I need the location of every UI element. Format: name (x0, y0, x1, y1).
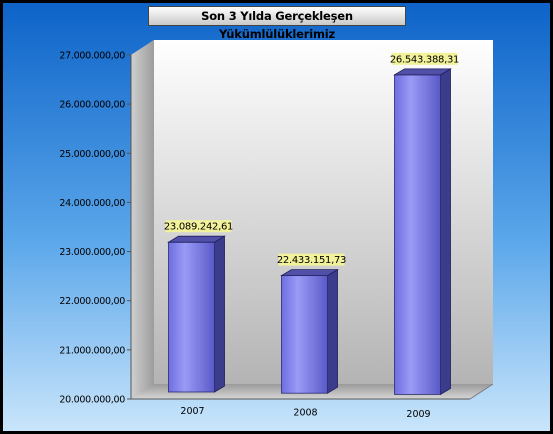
y-tick-label: 25.000.000,00 (59, 149, 125, 160)
y-tick-label: 24.000.000,00 (59, 198, 125, 209)
bar-side-2009 (440, 68, 451, 396)
x-tick-label: 2007 (180, 406, 204, 417)
y-tick-label: 26.000.000,00 (59, 100, 125, 111)
x-tick-label: 2009 (406, 409, 430, 420)
bar-top-2008 (280, 269, 339, 277)
bar-2008 (281, 275, 328, 394)
floor-right-edge (469, 383, 494, 400)
data-labels: 23.089.242,61 22.433.151,73 26.543.388,31 (164, 52, 459, 266)
y-tick-label: 21.000.000,00 (59, 345, 125, 356)
bar-2009 (394, 74, 441, 395)
left-wall (131, 40, 154, 399)
bar-2007 (168, 241, 215, 393)
bar-side-2007 (214, 235, 225, 393)
y-tick-label: 23.000.000,00 (59, 247, 125, 258)
data-label: 23.089.242,61 (164, 222, 233, 233)
data-label-bg (165, 220, 232, 233)
y-axis-ticks: 20.000.000,00 21.000.000,00 22.000.000,00 2… (59, 51, 131, 406)
data-label-bg (278, 253, 345, 266)
bar-side-2008 (327, 268, 338, 394)
y-tick-label: 27.000.000,00 (59, 51, 125, 62)
y-tick-label: 22.000.000,00 (59, 296, 125, 307)
x-tick-label: 2008 (293, 408, 317, 419)
y-tick-label: 20.000.000,00 (59, 395, 125, 406)
bar-top-2007 (167, 235, 226, 243)
x-axis-ticks: 2007 2008 2009 (180, 406, 430, 420)
bar-top-2009 (393, 68, 452, 76)
data-label: 26.543.388,31 (390, 54, 459, 65)
data-label: 22.433.151,73 (277, 255, 346, 266)
bars (167, 68, 452, 396)
data-label-bg (391, 52, 458, 65)
chart-title: Son 3 Yılda Gerçekleşen Yükümlülüklerimi… (148, 6, 406, 41)
